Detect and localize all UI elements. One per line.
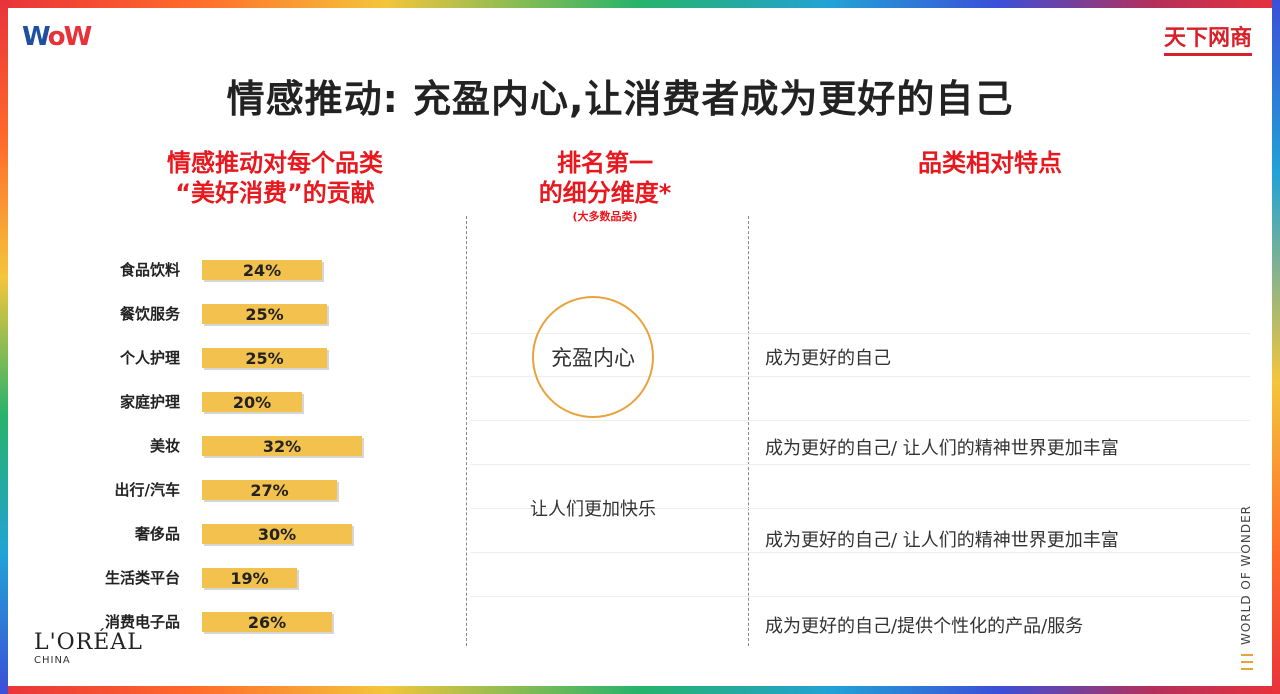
column-divider-1 xyxy=(466,216,467,646)
bar xyxy=(202,392,302,412)
row-separator xyxy=(470,508,1250,509)
tianxia-logo: 天下网商 xyxy=(1163,20,1252,56)
category-label: 生活类平台 xyxy=(105,569,180,587)
bar xyxy=(202,348,327,368)
circle-text: 充盈内心 xyxy=(551,346,635,370)
wow-logo-letter: W xyxy=(22,22,50,52)
column-2-header-line2: 的细分维度* xyxy=(538,179,672,207)
column-1-header: 情感推动对每个品类 “美好消费”的贡献 xyxy=(95,148,455,208)
bar-value-label: 27% xyxy=(250,481,288,500)
row-separator xyxy=(470,420,1250,421)
column-2-subnote: (大多数品类) xyxy=(572,210,638,223)
bar xyxy=(202,612,332,632)
frame-top-border xyxy=(0,0,1280,8)
category-label: 美妆 xyxy=(150,437,180,455)
slide-title: 情感推动: 充盈内心,让消费者成为更好的自己 xyxy=(226,77,1014,121)
category-label: 出行/汽车 xyxy=(115,481,180,499)
frame-bottom-border xyxy=(0,686,1280,694)
bar-value-label: 30% xyxy=(258,525,296,544)
feature-text: 成为更好的自己 xyxy=(765,348,891,369)
column-1-header-line1: 情感推动对每个品类 xyxy=(167,149,383,177)
column-2-header-line1: 排名第一 xyxy=(557,149,653,177)
column-2-header: 排名第一 的细分维度* xyxy=(480,148,730,208)
fill-heart-circle: 充盈内心 xyxy=(532,296,654,418)
bar-value-label: 26% xyxy=(248,613,286,632)
frame-right-border xyxy=(1272,0,1280,694)
feature-text: 成为更好的自己/ 让人们的精神世界更加丰富 xyxy=(765,530,1119,551)
row-separator xyxy=(470,333,1250,334)
wow-lines-icon xyxy=(1241,654,1253,670)
row-separator xyxy=(470,376,1250,377)
wow-logo-letter: W xyxy=(63,22,93,52)
column-1-header-line2: “美好消费”的贡献 xyxy=(175,179,375,207)
loreal-china-label: CHINA xyxy=(34,655,71,666)
loreal-logo: L'ORÉAL xyxy=(34,630,143,655)
bar-value-label: 25% xyxy=(245,305,283,324)
category-label: 家庭护理 xyxy=(120,393,180,411)
row-separator xyxy=(470,464,1250,465)
bar xyxy=(202,524,352,544)
row-separator xyxy=(470,596,1250,597)
column-3-header: 品类相对特点 xyxy=(918,149,1062,177)
wow-logo-letter: o xyxy=(47,22,66,52)
bar xyxy=(202,304,327,324)
bar xyxy=(202,260,322,280)
column-divider-2 xyxy=(748,216,749,646)
bar-value-label: 24% xyxy=(243,261,281,280)
row-separator xyxy=(470,552,1250,553)
category-label: 个人护理 xyxy=(119,349,180,367)
wow-logo: WoW xyxy=(22,22,93,52)
happy-dimension-text: 让人们更加快乐 xyxy=(530,499,656,520)
category-label: 奢侈品 xyxy=(134,525,180,543)
frame-left-border xyxy=(0,0,8,694)
contribution-bar-chart: 食品饮料 24% 餐饮服务 25% 个人护理 25% 家庭护理 20% 美妆 32% 出行/汽车 27… xyxy=(105,260,364,634)
bar xyxy=(202,436,362,456)
feature-text: 成为更好的自己/ 让人们的精神世界更加丰富 xyxy=(765,438,1119,459)
bar-value-label: 32% xyxy=(263,437,301,456)
bar-value-label: 25% xyxy=(245,349,283,368)
bar xyxy=(202,568,297,588)
world-of-wonder-label: WORLD OF WONDER xyxy=(1236,500,1256,650)
category-label: 餐饮服务 xyxy=(120,305,181,323)
feature-text: 成为更好的自己/提供个性化的产品/服务 xyxy=(765,616,1084,637)
bar-value-label: 20% xyxy=(233,393,271,412)
world-of-wonder-text: WORLD OF WONDER xyxy=(1239,505,1253,645)
bar-value-label: 19% xyxy=(230,569,268,588)
bar xyxy=(202,480,337,500)
category-label: 食品饮料 xyxy=(120,261,180,279)
category-label: 消费电子品 xyxy=(105,613,180,631)
